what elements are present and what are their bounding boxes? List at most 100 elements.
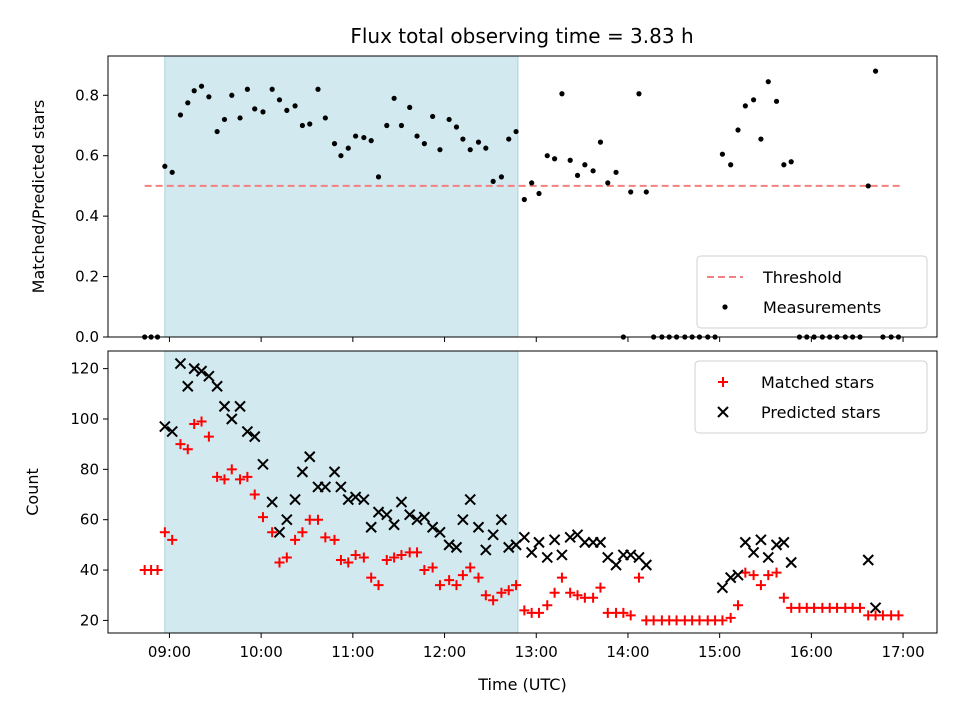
data-point <box>735 127 741 133</box>
data-point <box>342 493 354 506</box>
data-point <box>625 610 636 621</box>
data-point <box>419 565 430 576</box>
data-point <box>475 139 482 145</box>
data-point <box>739 536 752 549</box>
data-point <box>304 451 316 463</box>
data-point <box>733 600 744 611</box>
data-point <box>495 513 508 526</box>
data-point <box>747 546 760 559</box>
data-point <box>503 541 515 554</box>
data-point <box>391 95 397 101</box>
data-point <box>742 103 748 109</box>
data-point <box>464 493 476 506</box>
data-point <box>381 508 393 521</box>
data-point <box>274 557 285 568</box>
data-point <box>276 97 283 103</box>
data-point <box>565 587 576 598</box>
data-point <box>594 536 607 549</box>
data-point <box>724 571 737 584</box>
data-point <box>252 106 258 112</box>
x-axis-label: Time (UTC) <box>477 675 566 694</box>
data-point <box>758 136 764 142</box>
data-point <box>296 466 309 478</box>
data-point <box>488 595 499 606</box>
data-point <box>893 610 904 621</box>
data-point <box>188 362 200 375</box>
data-point <box>189 419 200 430</box>
data-point <box>716 581 729 594</box>
data-point <box>748 570 759 581</box>
data-point <box>152 565 163 576</box>
data-point <box>237 115 243 121</box>
data-point <box>453 124 460 130</box>
data-point <box>625 549 637 561</box>
data-point <box>234 400 246 413</box>
data-point <box>732 569 744 581</box>
data-point <box>319 481 332 493</box>
legend-label: Threshold <box>762 268 842 287</box>
x-tick-label: 12:00 <box>423 643 466 661</box>
data-point <box>412 547 423 558</box>
data-point <box>388 519 400 531</box>
data-point <box>633 572 644 583</box>
data-point <box>472 521 485 533</box>
data-point <box>381 554 392 565</box>
data-point <box>206 94 212 100</box>
data-point <box>496 587 507 598</box>
data-point <box>719 151 726 157</box>
data-point <box>854 602 865 613</box>
data-point <box>269 86 275 92</box>
data-point <box>640 559 653 571</box>
legend-label: Predicted stars <box>761 403 881 422</box>
data-point <box>159 420 171 433</box>
data-point <box>513 128 519 135</box>
series-matched-stars <box>139 416 904 626</box>
data-point <box>588 592 599 603</box>
data-point <box>728 162 734 168</box>
legend-label: Measurements <box>763 298 881 317</box>
data-point <box>384 122 390 129</box>
data-point <box>556 549 568 561</box>
data-point <box>331 141 338 147</box>
data-point <box>572 590 583 601</box>
data-point <box>788 159 794 165</box>
data-point <box>451 580 462 591</box>
data-point <box>567 157 573 163</box>
data-point <box>398 122 405 129</box>
data-point <box>778 536 790 549</box>
data-point <box>361 134 367 141</box>
x-tick-label: 15:00 <box>698 643 741 661</box>
data-point <box>443 539 455 551</box>
data-point <box>869 602 882 614</box>
data-point <box>595 582 606 593</box>
top-panel: 0.0 0.2 0.4 0.6 0.8 Matched/Predicted stars Th… <box>29 55 938 346</box>
data-point <box>372 506 385 518</box>
y-tick-label: 60 <box>80 511 99 529</box>
data-point <box>229 92 235 98</box>
data-point <box>177 112 184 118</box>
observing-window-span <box>164 350 519 634</box>
figure-title: Flux total observing time = 3.83 h <box>350 24 693 48</box>
data-point <box>579 536 591 549</box>
data-point <box>214 128 220 135</box>
x-tick-label: 11:00 <box>331 643 374 661</box>
y-axis-label: Matched/Predicted stars <box>29 100 48 294</box>
data-point <box>548 534 561 546</box>
axes-frame <box>107 55 938 338</box>
series-predicted-stars <box>159 357 882 614</box>
data-point <box>740 567 751 578</box>
data-point <box>175 439 186 450</box>
data-point <box>396 549 407 560</box>
data-point <box>281 552 292 563</box>
data-point <box>284 107 290 113</box>
data-point <box>544 153 550 159</box>
data-point <box>299 122 306 129</box>
x-tick-label: 10:00 <box>240 643 283 661</box>
data-point <box>542 600 553 611</box>
data-point <box>498 174 505 180</box>
data-point <box>366 572 377 583</box>
data-point <box>636 91 642 97</box>
legend: Threshold Measurements <box>696 255 928 329</box>
y-tick-label: 100 <box>70 410 99 428</box>
